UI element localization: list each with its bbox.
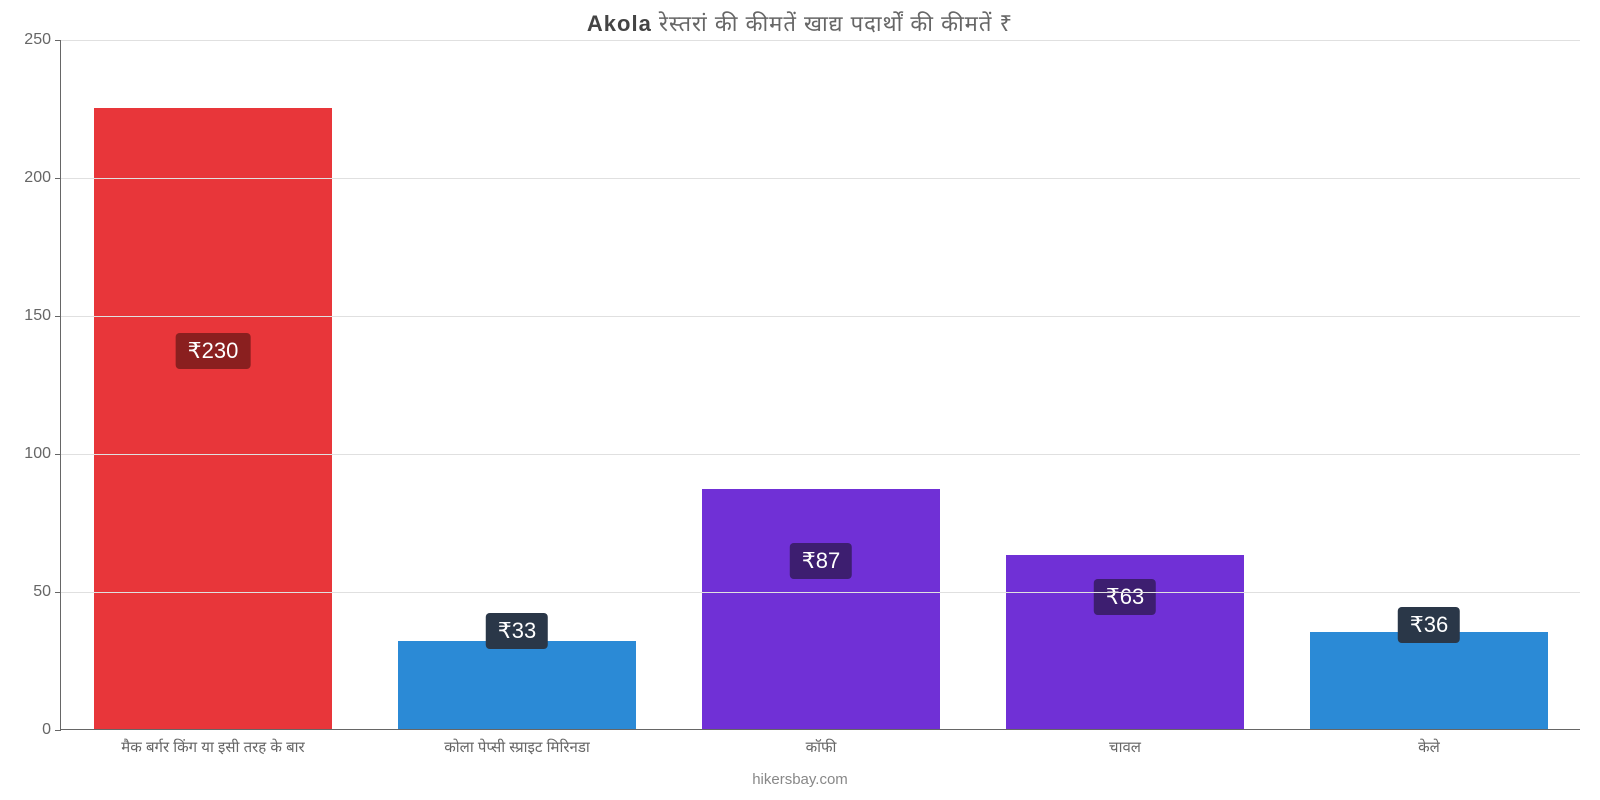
x-category-label: कोला पेप्सी स्प्राइट मिरिनडा xyxy=(444,737,590,757)
grid-line xyxy=(61,40,1580,41)
chart-title-strong: Akola xyxy=(587,11,652,36)
x-category-label: मैक बर्गर किंग या इसी तरह के बार xyxy=(121,737,304,757)
x-category-label: केले xyxy=(1418,737,1440,757)
y-tick-label: 100 xyxy=(24,445,61,463)
bars-layer: मैक बर्गर किंग या इसी तरह के बार₹230कोला… xyxy=(61,40,1580,729)
grid-line xyxy=(61,316,1580,317)
y-tick-label: 200 xyxy=(24,169,61,187)
plot-area: मैक बर्गर किंग या इसी तरह के बार₹230कोला… xyxy=(60,40,1580,730)
value-badge: ₹63 xyxy=(1094,579,1156,615)
chart-title: Akola रेस्तरां की कीमतें खाद्य पदार्थों … xyxy=(0,8,1600,38)
y-tick-label: 150 xyxy=(24,307,61,325)
bar xyxy=(1310,632,1547,729)
x-category-label: कॉफी xyxy=(806,737,837,757)
price-chart: Akola रेस्तरां की कीमतें खाद्य पदार्थों … xyxy=(0,0,1600,800)
value-badge: ₹87 xyxy=(790,543,852,579)
value-badge: ₹36 xyxy=(1398,607,1460,643)
grid-line xyxy=(61,178,1580,179)
bar xyxy=(94,108,331,729)
y-tick-label: 250 xyxy=(24,31,61,49)
x-category-label: चावल xyxy=(1109,737,1141,757)
value-badge: ₹33 xyxy=(486,613,548,649)
chart-footer: hikersbay.com xyxy=(0,771,1600,788)
grid-line xyxy=(61,454,1580,455)
grid-line xyxy=(61,592,1580,593)
bar xyxy=(398,641,635,729)
chart-title-rest: रेस्तरां की कीमतें खाद्य पदार्थों की कीम… xyxy=(652,11,1013,36)
bar xyxy=(702,489,939,729)
y-tick-label: 0 xyxy=(42,721,61,739)
y-tick-label: 50 xyxy=(33,583,61,601)
value-badge: ₹230 xyxy=(176,333,251,369)
